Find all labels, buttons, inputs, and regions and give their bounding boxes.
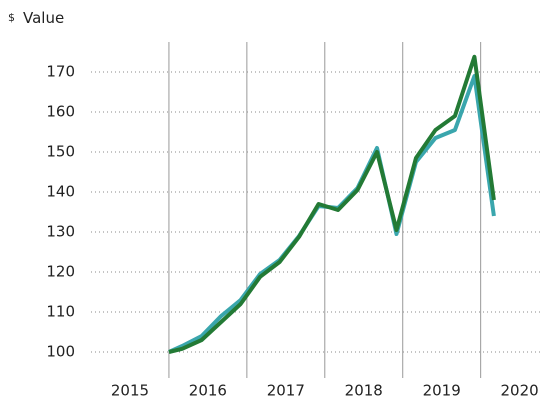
x-tick-label: 2016 <box>189 382 227 400</box>
x-tick-label: 2018 <box>345 382 383 400</box>
y-tick-label: 160 <box>46 103 75 121</box>
x-tick-label: 2020 <box>501 382 539 400</box>
series-line <box>168 54 496 354</box>
y-axis-label: $ Value <box>8 9 64 27</box>
y-tick-label: 150 <box>46 143 75 161</box>
y-tick-label: 130 <box>46 223 75 241</box>
y-tick-label: 140 <box>46 183 75 201</box>
y-label: Value <box>23 9 64 27</box>
series-line <box>168 74 496 354</box>
y-tick-label: 100 <box>46 343 75 361</box>
x-tick-label: 2015 <box>111 382 149 400</box>
x-tick-label: 2019 <box>423 382 461 400</box>
y-tick-label: 120 <box>46 263 75 281</box>
y-unit: $ <box>8 11 15 24</box>
x-tick-label: 2017 <box>267 382 305 400</box>
y-tick-label: 110 <box>46 303 75 321</box>
y-tick-label: 170 <box>46 63 75 81</box>
